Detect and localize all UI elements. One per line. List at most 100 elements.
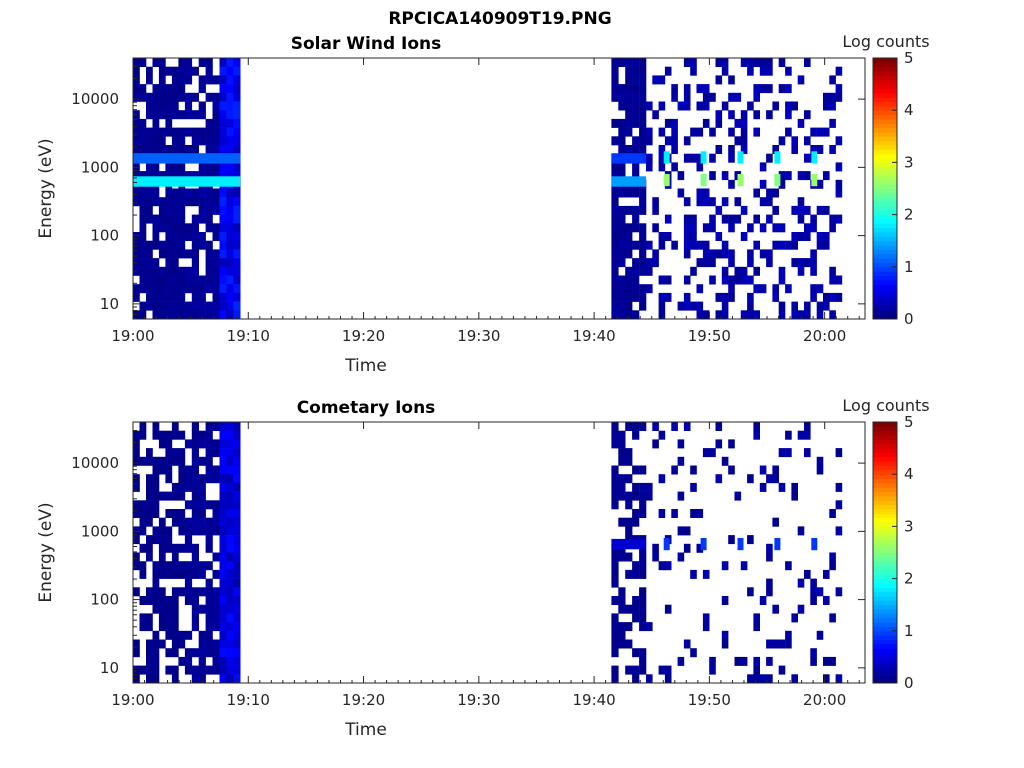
spectrogram-cell: [683, 249, 691, 259]
spectrogram-cell: [233, 561, 241, 571]
spectrogram-cell: [198, 674, 206, 684]
spectrogram-cell: [772, 188, 779, 198]
spectrogram-cell: [677, 526, 685, 536]
spectrogram-cell: [639, 500, 647, 510]
colorbar-segment: [873, 569, 897, 575]
colorbar-segment: [873, 314, 897, 320]
spectrogram-cell: [178, 310, 186, 320]
colorbar-segment: [873, 604, 897, 610]
colorbar-segment: [873, 266, 897, 272]
spectrogram-cell: [671, 240, 678, 250]
spectrogram-cell: [139, 561, 147, 571]
spectrogram-cell: [753, 188, 760, 198]
spectrogram-cell: [171, 75, 179, 85]
spectrogram-cell: [226, 543, 234, 553]
spectrogram-cell: [205, 648, 213, 658]
spectrogram-cell: [146, 249, 153, 259]
spectrogram-cell: [734, 214, 742, 224]
spectrogram-cell: [198, 569, 206, 579]
spectrogram-cell: [212, 162, 220, 172]
spectrogram-cell: [791, 258, 798, 268]
spectrogram-cell: [152, 258, 160, 268]
spectrogram-cell: [233, 674, 241, 684]
spectrogram-cell: [212, 301, 220, 311]
spectrogram-cell: [226, 665, 234, 675]
spectrogram-cell: [146, 127, 153, 137]
plot-frame: [132, 421, 866, 684]
spectrogram-cell: [632, 604, 640, 614]
spectrogram-cell: [184, 665, 193, 675]
spectrogram-cell: [139, 84, 147, 94]
spectrogram-cell: [690, 301, 697, 311]
spectrogram-cell: [178, 66, 186, 76]
spectrogram-cell: [772, 240, 779, 250]
spectrogram-cell: [233, 84, 241, 94]
spectrogram-cell: [829, 266, 836, 276]
colorbar-segment: [873, 648, 897, 654]
spectrogram-cell: [226, 310, 234, 320]
spectrogram-cell: [652, 75, 659, 85]
spectrogram-cell: [158, 75, 166, 85]
colorbar-segment: [873, 669, 897, 675]
spectrogram-cell: [753, 58, 760, 67]
count-peak: [737, 174, 744, 187]
x-tick-label: 19:10: [227, 327, 270, 345]
spectrogram-cell: [178, 188, 186, 198]
colorbar-segment: [873, 461, 897, 466]
spectrogram-cell: [171, 101, 179, 111]
spectrogram-cell: [702, 258, 710, 268]
spectrogram-cells: [133, 422, 843, 684]
colorbar-segment: [873, 158, 897, 163]
spectrogram-cell: [728, 249, 735, 259]
spectrogram-cell: [165, 249, 173, 259]
spectrogram-cell: [178, 465, 186, 475]
spectrogram-cell: [205, 136, 213, 146]
spectrogram-cell: [639, 258, 647, 268]
spectrogram-cell: [165, 258, 173, 268]
spectrogram-cell: [791, 145, 798, 154]
spectrogram-cell: [198, 284, 206, 294]
spectrogram-cell: [677, 491, 685, 501]
spectrogram-cell: [198, 136, 206, 146]
spectrogram-cell: [165, 630, 173, 640]
spectrogram-cell: [611, 482, 619, 492]
spectrogram-cell: [165, 145, 173, 154]
spectrogram-cell: [759, 58, 767, 67]
spectrogram-cell: [683, 84, 691, 94]
spectrogram-cell: [611, 171, 619, 181]
spectrogram-cell: [632, 58, 640, 67]
spectrogram-cell: [233, 214, 241, 224]
spectrogram-cell: [233, 223, 241, 233]
spectrogram-cell: [219, 456, 227, 466]
colorbar-segment: [873, 622, 897, 627]
spectrogram-cell: [709, 665, 716, 675]
spectrogram-cell: [219, 596, 227, 605]
y-tick-label: 100: [90, 591, 119, 609]
spectrogram-cell: [785, 639, 792, 649]
spectrogram-cell: [165, 648, 173, 658]
spectrogram-cell: [219, 171, 227, 181]
spectrogram-cell: [639, 656, 647, 666]
spectrogram-cell: [766, 153, 773, 163]
colorbar-segment: [873, 171, 897, 176]
spectrogram-cell: [804, 232, 811, 241]
spectrogram-cell: [158, 465, 166, 475]
spectrogram-cell: [709, 92, 716, 102]
x-tick-label: 19:50: [688, 691, 731, 709]
spectrogram-cell: [625, 66, 633, 76]
spectrogram-cell: [219, 543, 227, 553]
spectrogram-cell: [226, 58, 234, 67]
colorbar-segment: [873, 556, 897, 562]
spectrogram-cell: [611, 665, 619, 675]
colorbar-segment: [873, 232, 897, 237]
spectrogram-cell: [715, 474, 723, 484]
y-tick-label: 1000: [81, 158, 119, 176]
colorbar-segment: [873, 439, 897, 445]
spectrogram-cell: [219, 136, 227, 146]
spectrogram-cell: [178, 197, 186, 207]
spectrogram-cell: [139, 232, 147, 241]
count-peak: [700, 538, 707, 551]
spectrogram-cell: [611, 136, 619, 146]
spectrogram-cell: [152, 535, 160, 545]
spectrogram-cell: [759, 223, 767, 233]
